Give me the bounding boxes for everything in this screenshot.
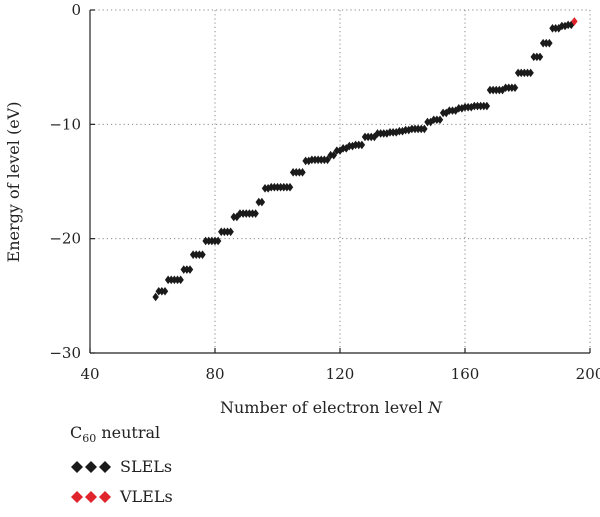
point-slel: [299, 168, 306, 177]
x-axis-label-var: N: [427, 398, 443, 417]
y-tick-label: −30: [49, 344, 81, 362]
legend: C60 neutral SLELs VLELs: [70, 425, 173, 517]
legend-title-rest: neutral: [96, 423, 161, 442]
point-slel: [186, 265, 194, 274]
point-slel: [421, 124, 428, 134]
legend-item-slels: SLELs: [70, 457, 173, 477]
legend-diamond: [85, 491, 97, 504]
point-vlel: [571, 17, 578, 26]
chart: 40 80 120 160 200 0 −10 −20 −30 Number of electr…: [4, 1, 600, 417]
tick-marks: [89, 9, 591, 354]
point-slel: [152, 292, 159, 302]
point-slel: [483, 101, 491, 111]
point-slel: [252, 209, 259, 218]
point-slel: [358, 140, 366, 150]
legend-label-vlels: VLELs: [120, 487, 173, 507]
point-slel: [324, 155, 331, 165]
point-slel: [227, 227, 234, 237]
legend-diamond: [71, 461, 83, 474]
tick-labels: 40 80 120 160 200 0 −10 −20 −30: [49, 1, 600, 383]
x-tick-label: 80: [205, 365, 224, 383]
legend-title-sub: 60: [82, 432, 97, 446]
point-slel: [161, 286, 169, 296]
point-slel: [258, 197, 266, 207]
point-slel: [199, 250, 206, 259]
point-slel: [286, 182, 294, 192]
point-slel: [214, 236, 222, 246]
point-slel: [177, 275, 184, 285]
point-slel: [511, 83, 519, 93]
point-slel: [527, 68, 534, 78]
legend-diamond: [99, 461, 111, 474]
legend-diamond: [99, 491, 111, 504]
y-tick-label: −20: [49, 230, 81, 248]
legend-diamond: [85, 461, 97, 474]
legend-item-vlels: VLELs: [70, 487, 173, 507]
y-axis-label: Energy of level (eV): [4, 102, 23, 263]
x-tick-label: 160: [451, 365, 480, 383]
x-axis-label-text: Number of electron level: [220, 398, 428, 417]
legend-title-main: C: [70, 423, 83, 442]
x-tick-label: 40: [80, 365, 99, 383]
point-slel: [536, 52, 544, 62]
y-tick-label: −10: [49, 115, 81, 133]
x-axis-label: Number of electron level N: [220, 398, 443, 417]
point-slel: [546, 38, 553, 48]
x-tick-label: 120: [326, 365, 355, 383]
point-slel: [330, 150, 337, 160]
legend-title: C60 neutral: [70, 423, 173, 446]
point-slel: [436, 115, 444, 125]
legend-symbol-vlels: [71, 491, 111, 504]
legend-symbol-slels: [71, 461, 111, 474]
x-tick-label: 200: [576, 365, 600, 383]
legend-label-slels: SLELs: [120, 457, 173, 477]
data-points: [152, 17, 578, 302]
y-tick-label: 0: [71, 1, 81, 19]
grid-lines: [90, 9, 591, 353]
legend-diamond: [71, 491, 83, 504]
